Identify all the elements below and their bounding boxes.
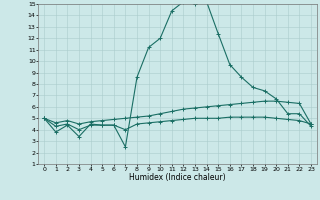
X-axis label: Humidex (Indice chaleur): Humidex (Indice chaleur) [129,173,226,182]
